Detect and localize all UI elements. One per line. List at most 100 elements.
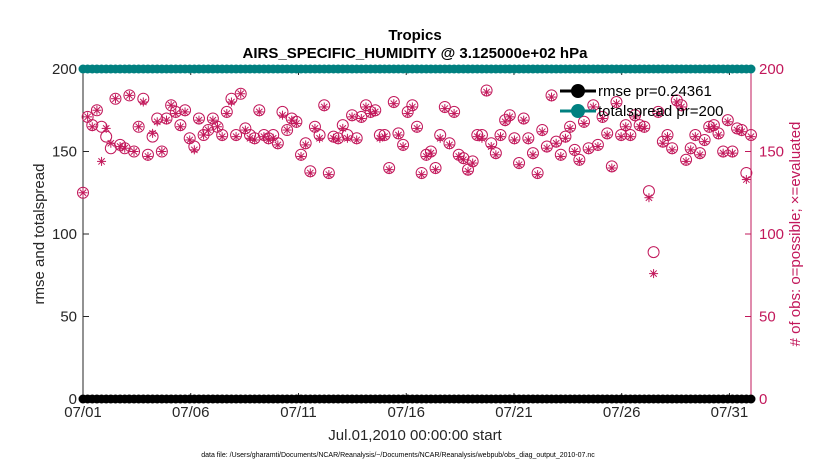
x-tick-label: 07/11 (280, 404, 316, 421)
observation-count-layer (77, 84, 757, 279)
obs-evaluated-point (324, 170, 334, 180)
obs-possible-point (123, 89, 136, 102)
y-axis-label: rmse and totalspread (31, 164, 48, 305)
obs-evaluated-point (537, 127, 547, 137)
chart-subtitle: AIRS_SPECIFIC_HUMIDITY @ 3.125000e+02 hP… (243, 45, 589, 62)
obs-evaluated-point (287, 115, 297, 125)
obs-evaluated-point (667, 145, 677, 155)
obs-evaluated-point (277, 110, 287, 120)
obs-evaluated-point (444, 140, 454, 150)
obs-evaluated-point (579, 118, 589, 128)
obs-possible-point (132, 120, 145, 133)
obs-evaluated-point (700, 137, 710, 147)
obs-evaluated-point (723, 117, 733, 127)
legend-rmse-label: rmse pr=0.24361 (598, 83, 712, 100)
obs-evaluated-point (718, 148, 728, 158)
obs-evaluated-point (171, 109, 181, 119)
obs-evaluated-point (663, 132, 672, 142)
obs-evaluated-point (129, 147, 139, 156)
chart-title: Tropics (388, 27, 441, 44)
obs-evaluated-point (370, 107, 380, 117)
x-tick-label: 07/01 (64, 404, 102, 421)
y-tick-label: 100 (52, 226, 77, 243)
series-point (746, 64, 756, 74)
obs-evaluated-point (556, 151, 566, 161)
legend-totalspread-marker (571, 104, 585, 118)
obs-evaluated-point (213, 122, 223, 132)
y-axis-left: 0 50 100 150 200 (52, 61, 89, 408)
obs-evaluated-point (347, 112, 357, 122)
obs-evaluated-point (398, 142, 408, 152)
obs-evaluated-point (551, 138, 561, 148)
y2-tick-label: 50 (759, 309, 776, 326)
obs-evaluated-point (676, 102, 686, 112)
obs-evaluated-point (616, 132, 626, 142)
x-tick-label: 07/06 (172, 404, 210, 421)
x-tick-label: 07/21 (495, 404, 533, 421)
obs-evaluated-point (630, 112, 640, 122)
obs-evaluated-point (157, 147, 167, 156)
obs-evaluated-point (528, 150, 538, 160)
obs-evaluated-point (649, 269, 659, 279)
series-layer (78, 64, 756, 404)
obs-evaluated-point (143, 151, 153, 161)
obs-evaluated-point (380, 132, 390, 142)
obs-possible-point (647, 246, 660, 259)
obs-evaluated-point (356, 114, 366, 123)
obs-evaluated-point (496, 132, 505, 142)
obs-evaluated-point (690, 132, 700, 142)
obs-evaluated-point (393, 130, 403, 140)
obs-evaluated-point (254, 107, 264, 117)
obs-evaluated-point (282, 125, 292, 135)
obs-evaluated-point (101, 123, 111, 133)
obs-evaluated-point (741, 175, 751, 185)
y2-tick-label: 150 (759, 144, 784, 161)
obs-evaluated-point (194, 115, 204, 125)
obs-evaluated-point (217, 132, 227, 142)
obs-evaluated-point (746, 132, 756, 142)
obs-evaluated-point (226, 97, 236, 107)
series-point (746, 394, 756, 404)
obs-evaluated-point (203, 125, 213, 135)
obs-evaluated-point (565, 123, 575, 133)
obs-evaluated-point (342, 133, 352, 143)
obs-evaluated-point (120, 143, 130, 153)
obs-evaluated-point (727, 148, 737, 158)
series-rmse (78, 394, 756, 404)
obs-evaluated-point (621, 122, 631, 132)
obs-evaluated-point (602, 130, 612, 140)
obs-evaluated-point (92, 105, 102, 115)
obs-evaluated-point (148, 128, 158, 138)
obs-evaluated-point (83, 112, 93, 122)
obs-evaluated-point (533, 170, 543, 180)
obs-evaluated-point (333, 135, 343, 145)
obs-evaluated-point (236, 89, 246, 99)
y-tick-label: 0 (69, 391, 77, 408)
obs-evaluated-point (611, 99, 621, 109)
y-tick-label: 200 (52, 61, 77, 78)
obs-evaluated-point (454, 151, 464, 161)
obs-evaluated-point (106, 138, 116, 148)
obs-evaluated-point (138, 97, 148, 107)
obs-evaluated-point (87, 122, 97, 132)
y-axis-right: 0 50 100 150 200 (745, 61, 784, 408)
obs-evaluated-point (222, 109, 232, 119)
y2-tick-label: 0 (759, 391, 767, 408)
obs-possible-point (128, 145, 141, 158)
obs-possible-point (155, 145, 168, 158)
x-tick-label: 07/16 (387, 404, 425, 421)
obs-possible-point (90, 104, 103, 117)
obs-evaluated-point (384, 165, 394, 175)
obs-evaluated-point (449, 109, 459, 119)
y2-axis-label: # of obs: o=possible; ×=evaluated (787, 122, 804, 347)
y2-tick-label: 200 (759, 61, 784, 78)
obs-evaluated-point (463, 166, 473, 176)
obs-evaluated-point (593, 142, 603, 152)
obs-evaluated-point (412, 123, 422, 133)
x-axis-label: Jul.01,2010 00:00:00 start (328, 427, 502, 444)
obs-evaluated-point (714, 130, 724, 140)
obs-evaluated-point (658, 138, 668, 148)
obs-possible-point (165, 99, 178, 112)
obs-evaluated-point (477, 133, 487, 143)
obs-evaluated-point (584, 145, 594, 155)
